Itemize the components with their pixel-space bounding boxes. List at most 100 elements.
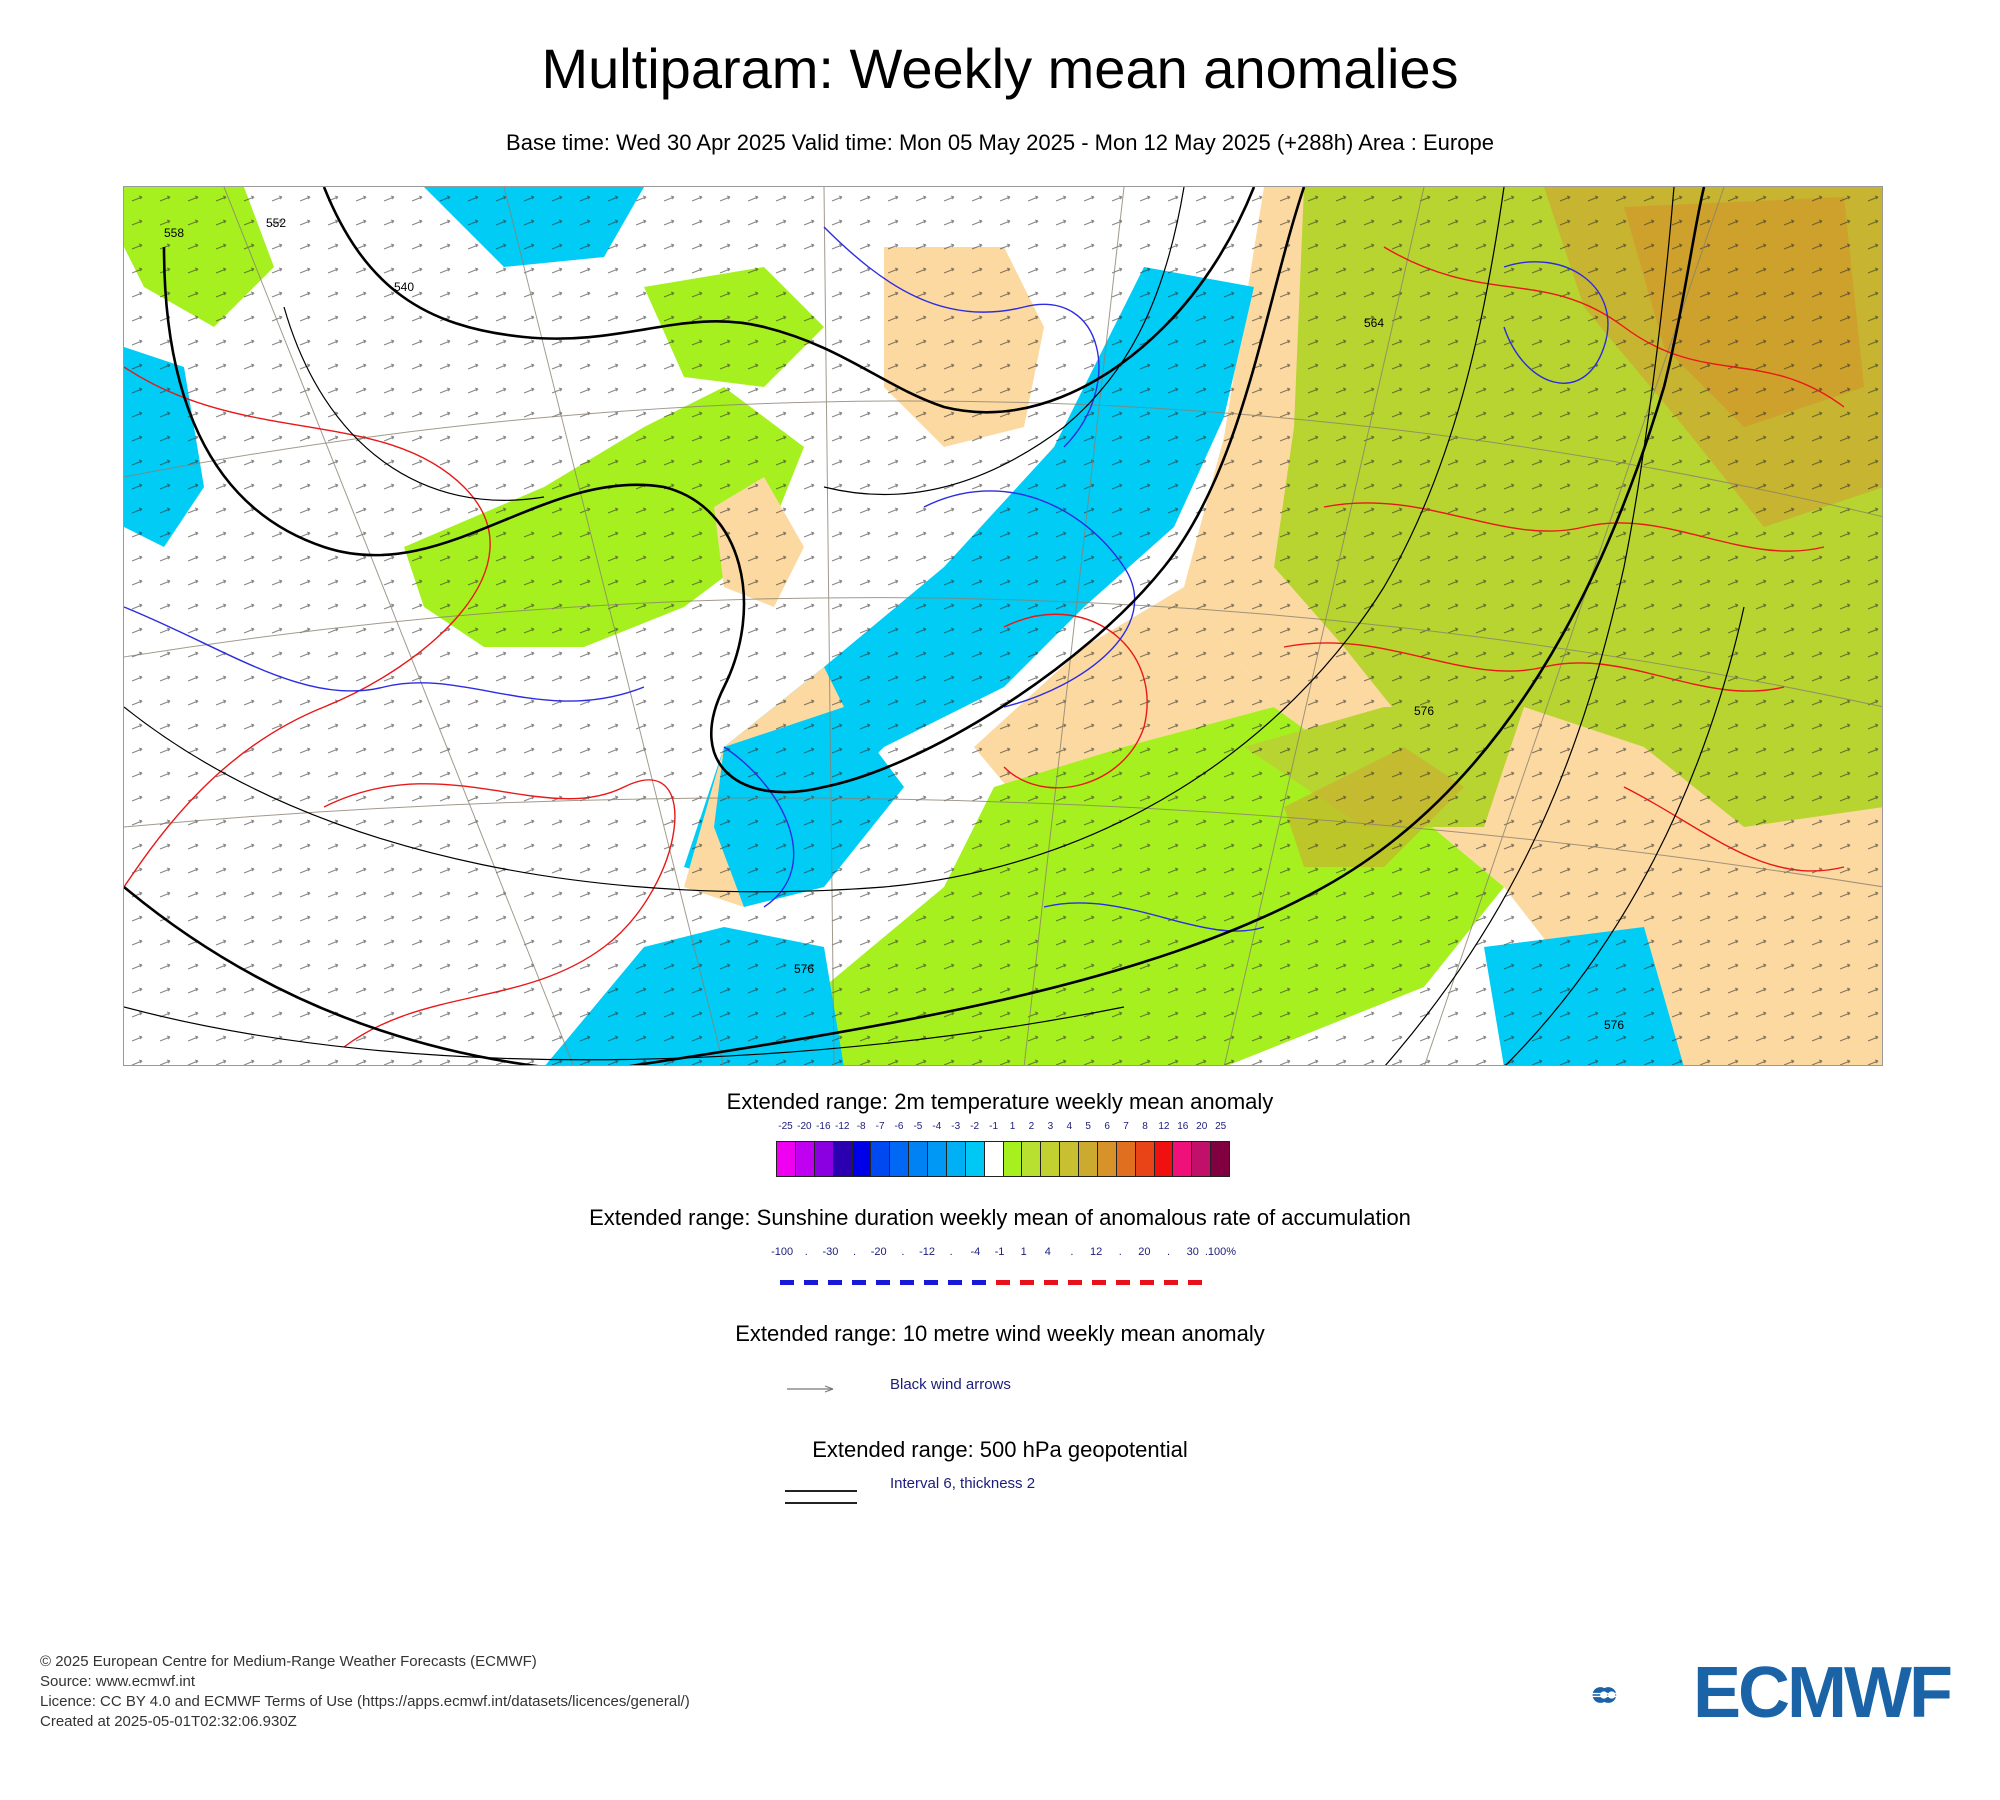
colorbar-swatch [833,1142,853,1176]
sunshine-tick-label: 1 [1020,1246,1027,1258]
chart-title: Multiparam: Weekly mean anomalies [541,37,1459,100]
temperature-tick-label: -7 [875,1121,885,1132]
temperature-tick-label: -1 [989,1121,999,1132]
sunshine-tick-label: -4 [970,1246,981,1258]
sunshine-dash [996,1280,1010,1285]
geopotential-legend-note: Interval 6, thickness 2 [890,1475,1036,1492]
temperature-tick-label: 25 [1215,1121,1227,1132]
footer: © 2025 European Centre for Medium-Range … [40,1652,690,1732]
sunshine-tick-label: . [901,1246,905,1258]
sunshine-dash [1068,1280,1082,1285]
contour-label: 540 [394,280,414,294]
sunshine-tick-label: . [853,1246,857,1258]
colorbar-swatch [890,1142,910,1176]
sunshine-dash [1188,1280,1202,1285]
sunshine-tick-label: . [949,1246,953,1258]
temperature-tick-label: 1 [1009,1121,1016,1132]
temperature-tick-label: 2 [1028,1121,1035,1132]
footer-copyright: © 2025 European Centre for Medium-Range … [40,1653,537,1670]
chart-subtitle: Base time: Wed 30 Apr 2025 Valid time: M… [506,130,1494,155]
temperature-tick-label: 6 [1104,1121,1110,1132]
europe-anomaly-map: 576 576 564 552 540 558 576 [123,186,1883,1066]
colorbar-swatch [1079,1142,1098,1176]
sunshine-tick-label: -1 [994,1246,1005,1258]
sunshine-tick-label: . [1167,1246,1171,1258]
colorbar-swatch [777,1142,796,1176]
colorbar-swatch [928,1142,947,1176]
contour-label: 576 [1414,704,1434,718]
sunshine-tick-label: -20 [870,1246,887,1258]
sunshine-tick-label: -30 [822,1246,839,1258]
geopotential-legend-title: Extended range: 500 hPa geopotential [812,1437,1188,1462]
temperature-legend-title: Extended range: 2m temperature weekly me… [726,1089,1274,1114]
colorbar-swatch [1060,1142,1079,1176]
sunshine-tick-label: -12 [919,1246,935,1258]
footer-created: Created at 2025-05-01T02:32:06.930Z [40,1713,297,1730]
temperature-tick-label: -6 [894,1121,904,1132]
temperature-tick-label: 7 [1123,1121,1129,1132]
sunshine-legend-title: Extended range: Sunshine duration weekly… [589,1205,1411,1230]
sunshine-tick-label: .100% [1204,1246,1237,1258]
contour-label: 576 [1604,1018,1624,1032]
sunshine-dash [1020,1280,1034,1285]
wind-legend-title: Extended range: 10 metre wind weekly mea… [735,1321,1265,1346]
temperature-tick-label: -25 [778,1121,793,1132]
colorbar-swatch [1135,1142,1155,1176]
sunshine-scale-labels: -100. -30. -20. -12. -4 -1 1 4. 12. 20. 30 .100% [770,1246,1236,1258]
wind-legend-note: Black wind arrows [890,1376,1011,1393]
temperature-tick-label: -12 [835,1121,850,1132]
colorbar-swatch [1022,1142,1042,1176]
temperature-colorbar [776,1141,1230,1177]
sunshine-tick-label: 30 [1186,1246,1199,1258]
sunshine-dash [780,1280,794,1285]
sunshine-tick-label: . [1070,1246,1074,1258]
colorbar-swatch [1116,1142,1136,1176]
colorbar-swatch [795,1142,815,1176]
wind-arrow-icon [787,1385,834,1393]
colorbar-swatch [965,1142,985,1176]
colorbar-swatch [946,1142,966,1176]
contour-label: 576 [794,962,814,976]
sunshine-dash [876,1280,890,1285]
temperature-tick-label: -5 [913,1121,923,1132]
colorbar-swatch [1173,1142,1193,1176]
temperature-tick-label: -8 [856,1121,866,1132]
colorbar-swatch [871,1142,891,1176]
sunshine-tick-label: -100 [771,1246,794,1258]
sunshine-dash [924,1280,938,1285]
temperature-tick-label: 12 [1158,1121,1170,1132]
colorbar-swatch [984,1142,1004,1176]
temperature-tick-label: 20 [1196,1121,1208,1132]
sunshine-dash [1140,1280,1154,1285]
temperature-tick-label: 16 [1177,1121,1189,1132]
sunshine-dash [972,1280,986,1285]
temperature-tick-label: 8 [1142,1121,1148,1132]
sunshine-tick-label: . [1118,1246,1122,1258]
sunshine-dash [1116,1280,1130,1285]
sunshine-dash [948,1280,962,1285]
geopotential-contour [124,886,539,1065]
sunshine-tick-label: . [804,1246,808,1258]
footer-licence: Licence: CC BY 4.0 and ECMWF Terms of Us… [40,1693,690,1710]
colorbar-swatch [909,1142,928,1176]
contour-label: 558 [164,226,184,240]
temperature-tick-label: 5 [1085,1121,1091,1132]
sunshine-tick-label: 12 [1089,1246,1103,1258]
temperature-tick-label: -4 [932,1121,942,1132]
sunshine-dash [1164,1280,1178,1285]
sunshine-dash [1044,1280,1058,1285]
ecmwf-logo-icon [1592,1687,1617,1703]
map-canvas: 576 576 564 552 540 558 576 [124,187,1882,1065]
geopotential-contour [628,187,1706,1065]
colorbar-swatch [1154,1142,1174,1176]
sunshine-dash [804,1280,818,1285]
colorbar-swatch [814,1142,834,1176]
colorbar-swatch [1097,1142,1117,1176]
colorbar-swatch [1211,1142,1229,1176]
temperature-tick-label: -2 [970,1121,980,1132]
temperature-tick-label: 3 [1047,1121,1054,1132]
ecmwf-logo-text: ECMWF [1693,1653,1953,1733]
temperature-tick-label: -3 [951,1121,961,1132]
sunshine-tick-label: 20 [1138,1246,1151,1258]
temperature-tick-label: -16 [816,1121,831,1132]
